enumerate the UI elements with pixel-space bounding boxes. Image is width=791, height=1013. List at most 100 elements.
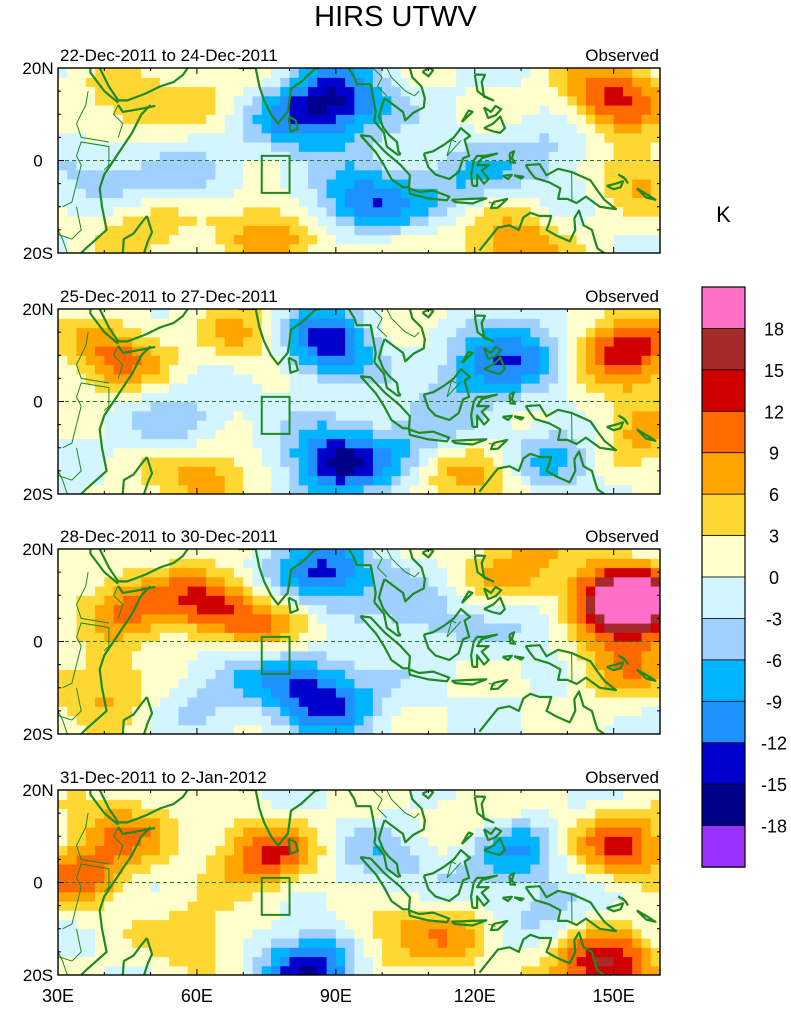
field-cell xyxy=(233,364,244,375)
field-cell xyxy=(271,383,281,393)
field-cell xyxy=(326,864,337,874)
field-cell xyxy=(85,216,96,226)
field-cell xyxy=(595,715,606,726)
field-cell xyxy=(58,169,68,180)
field-cell xyxy=(409,854,420,865)
field-cell xyxy=(382,309,393,319)
field-cell xyxy=(613,466,624,477)
coastline xyxy=(359,375,411,430)
field-cell xyxy=(224,549,235,559)
field-cell xyxy=(85,160,96,171)
field-cell xyxy=(141,475,152,486)
field-cell xyxy=(372,715,383,726)
field-cell xyxy=(567,475,578,486)
field-cell xyxy=(58,420,68,430)
field-cell xyxy=(243,623,254,633)
field-cell xyxy=(298,77,309,88)
field-cell xyxy=(150,669,161,680)
field-cell xyxy=(567,613,578,624)
field-cell xyxy=(419,567,430,578)
field-cell xyxy=(354,549,365,559)
field-cell xyxy=(317,873,328,884)
field-cell xyxy=(595,650,606,661)
field-cell xyxy=(326,891,337,902)
field-cell xyxy=(409,836,420,847)
field-cell xyxy=(632,234,643,245)
field-cell xyxy=(409,206,420,217)
field-cell xyxy=(178,891,189,902)
field-cell xyxy=(150,105,161,115)
field-cell xyxy=(224,623,235,633)
field-cell xyxy=(622,336,633,347)
field-cell xyxy=(271,475,281,486)
field-cell xyxy=(187,873,198,884)
field-cell xyxy=(252,151,263,162)
field-cell xyxy=(650,160,660,171)
field-cell xyxy=(326,466,337,477)
field-cell xyxy=(585,346,596,356)
field-cell xyxy=(280,216,291,226)
field-cell xyxy=(382,687,393,698)
field-cell xyxy=(354,808,365,819)
field-cell xyxy=(576,169,587,180)
field-cell xyxy=(178,457,189,467)
field-cell xyxy=(132,836,142,847)
field-cell xyxy=(95,234,105,245)
field-cell xyxy=(76,243,87,253)
field-cell xyxy=(261,364,272,375)
field-cell xyxy=(511,364,522,375)
field-cell xyxy=(641,309,652,319)
field-cell xyxy=(474,595,485,606)
field-cell xyxy=(215,206,226,217)
field-cell xyxy=(280,817,291,828)
field-cell xyxy=(187,724,198,734)
field-cell xyxy=(233,715,244,726)
field-cell xyxy=(428,650,439,661)
field-cell xyxy=(261,114,272,125)
field-cell xyxy=(132,817,142,828)
field-cell xyxy=(632,595,643,606)
field-cell xyxy=(233,641,244,652)
field-cell xyxy=(558,179,568,189)
field-cell xyxy=(604,392,615,403)
field-cell xyxy=(289,206,300,217)
field-cell xyxy=(363,457,374,467)
field-cell xyxy=(326,724,337,734)
field-cell xyxy=(567,401,578,412)
field-cell xyxy=(474,234,485,245)
field-cell xyxy=(150,160,161,171)
field-cell xyxy=(169,817,179,828)
field-cell xyxy=(298,845,309,856)
field-cell xyxy=(224,484,235,494)
field-cell xyxy=(382,123,393,134)
field-cell xyxy=(484,142,494,152)
field-cell xyxy=(58,225,68,236)
field-cell xyxy=(85,799,96,810)
field-cell xyxy=(437,197,448,208)
field-cell xyxy=(122,928,133,939)
field-cell xyxy=(159,558,170,569)
field-cell xyxy=(400,817,411,828)
field-cell xyxy=(150,457,161,467)
field-cell xyxy=(511,724,522,734)
field-cell xyxy=(224,197,235,208)
field-cell xyxy=(345,336,355,347)
field-cell xyxy=(159,114,170,125)
field-cell xyxy=(243,845,254,856)
field-cell xyxy=(502,132,513,143)
field-cell xyxy=(345,836,355,847)
field-cell xyxy=(122,706,133,717)
field-cell xyxy=(632,160,643,171)
field-cell xyxy=(650,318,660,329)
field-cell xyxy=(511,206,522,217)
field-cell xyxy=(233,669,244,680)
panel-date-label: 25-Dec-2011 to 27-Dec-2011 xyxy=(60,287,278,306)
field-cell xyxy=(391,429,402,440)
field-cell xyxy=(372,466,383,477)
field-cell xyxy=(67,882,78,893)
field-cell xyxy=(169,475,179,486)
field-cell xyxy=(132,438,142,449)
field-cell xyxy=(233,558,244,569)
field-cell xyxy=(308,77,318,88)
